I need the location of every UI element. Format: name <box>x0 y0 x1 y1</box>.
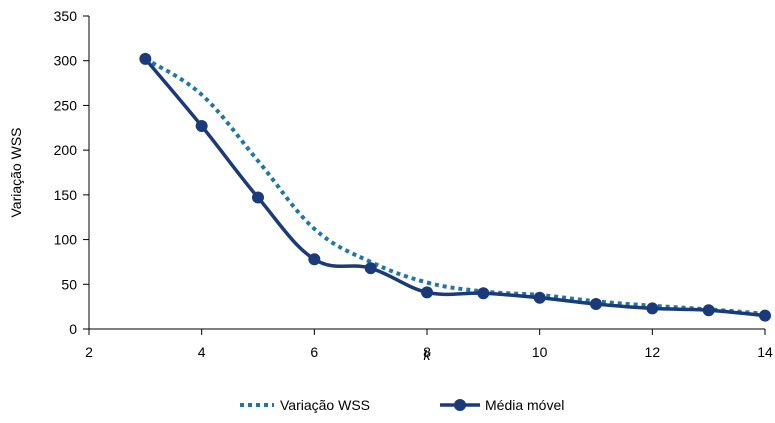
y-axis-label: Variação WSS <box>8 128 24 218</box>
x-tick-label: 10 <box>532 344 548 360</box>
x-tick-label: 2 <box>85 344 93 360</box>
y-tick-label: 0 <box>69 321 77 337</box>
data-point <box>759 309 771 322</box>
data-point <box>477 287 490 300</box>
x-tick-label: 14 <box>757 344 773 360</box>
legend-item-variacao-wss: Variação WSS <box>240 397 370 413</box>
x-axis-label: k <box>424 347 432 363</box>
y-tick-label: 350 <box>54 8 78 24</box>
y-tick-label: 300 <box>54 53 78 69</box>
legend-item-media-movel: Média móvel <box>440 397 564 413</box>
data-point <box>533 291 546 304</box>
legend: Variação WSS Média móvel <box>240 397 564 413</box>
data-point <box>646 302 659 315</box>
data-point <box>590 297 602 310</box>
y-tick-label: 100 <box>54 232 78 248</box>
legend-marker <box>454 399 466 411</box>
series-variacao-wss <box>144 57 766 316</box>
data-point <box>308 253 321 266</box>
x-tick-label: 8 <box>423 344 431 360</box>
legend-label: Variação WSS <box>280 397 370 413</box>
data-point <box>364 262 377 275</box>
series-line-dotted <box>144 57 766 316</box>
data-point <box>421 286 433 299</box>
y-tick-label: 150 <box>54 187 78 203</box>
data-point <box>139 52 152 65</box>
series-media-movel <box>139 52 771 322</box>
data-point <box>252 191 264 204</box>
x-tick-label: 12 <box>645 344 661 360</box>
data-point <box>702 304 715 317</box>
x-tick-label: 6 <box>310 344 318 360</box>
x-tick-label: 4 <box>198 344 206 360</box>
series-line-solid <box>143 57 766 318</box>
y-tick-label: 250 <box>54 97 78 113</box>
axes: 0 50 100 150 200 250 300 350 2 4 6 8 10 12 14 <box>54 8 773 360</box>
y-tick-label: 50 <box>61 276 77 292</box>
y-tick-label: 200 <box>54 142 78 158</box>
data-point <box>195 119 208 132</box>
series-layer <box>139 52 771 322</box>
legend-label: Média móvel <box>485 397 564 413</box>
